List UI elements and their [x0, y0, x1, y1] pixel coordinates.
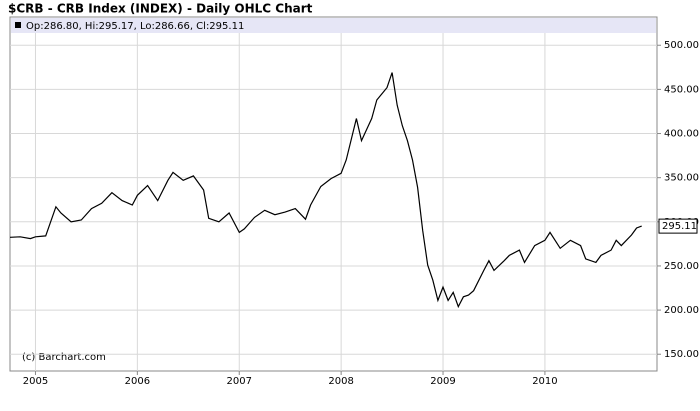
y-tick-label: 200.00 [664, 305, 699, 316]
credit: (c) Barchart.com [22, 352, 106, 363]
y-tick-label: 150.00 [664, 349, 699, 360]
x-tick-label: 2008 [328, 376, 353, 387]
legend-text: Op:286.80, Hi:295.17, Lo:286.66, Cl:295.… [26, 21, 244, 32]
legend-bar [11, 18, 656, 33]
x-tick-label: 2006 [125, 376, 150, 387]
grid [10, 33, 657, 371]
y-tick-label: 350.00 [664, 173, 699, 184]
x-tick-label: 2009 [430, 376, 455, 387]
plot-frame [9, 16, 658, 372]
y-tick-label: 450.00 [664, 84, 699, 95]
chart-title: $CRB - CRB Index (INDEX) - Daily OHLC Ch… [8, 2, 313, 16]
last-price-box [658, 218, 698, 234]
y-tick-label: 250.00 [664, 261, 699, 272]
marks [9, 72, 642, 309]
x-tick-label: 2005 [23, 376, 48, 387]
x-tick-label: 2010 [532, 376, 557, 387]
legend-swatch [15, 22, 21, 28]
last-price-label: 295.11 [662, 221, 697, 232]
x-tick-label: 2007 [227, 376, 252, 387]
y-tick-label: 400.00 [664, 129, 699, 140]
price-line [9, 72, 642, 309]
y-tick-label: 500.00 [664, 40, 699, 51]
